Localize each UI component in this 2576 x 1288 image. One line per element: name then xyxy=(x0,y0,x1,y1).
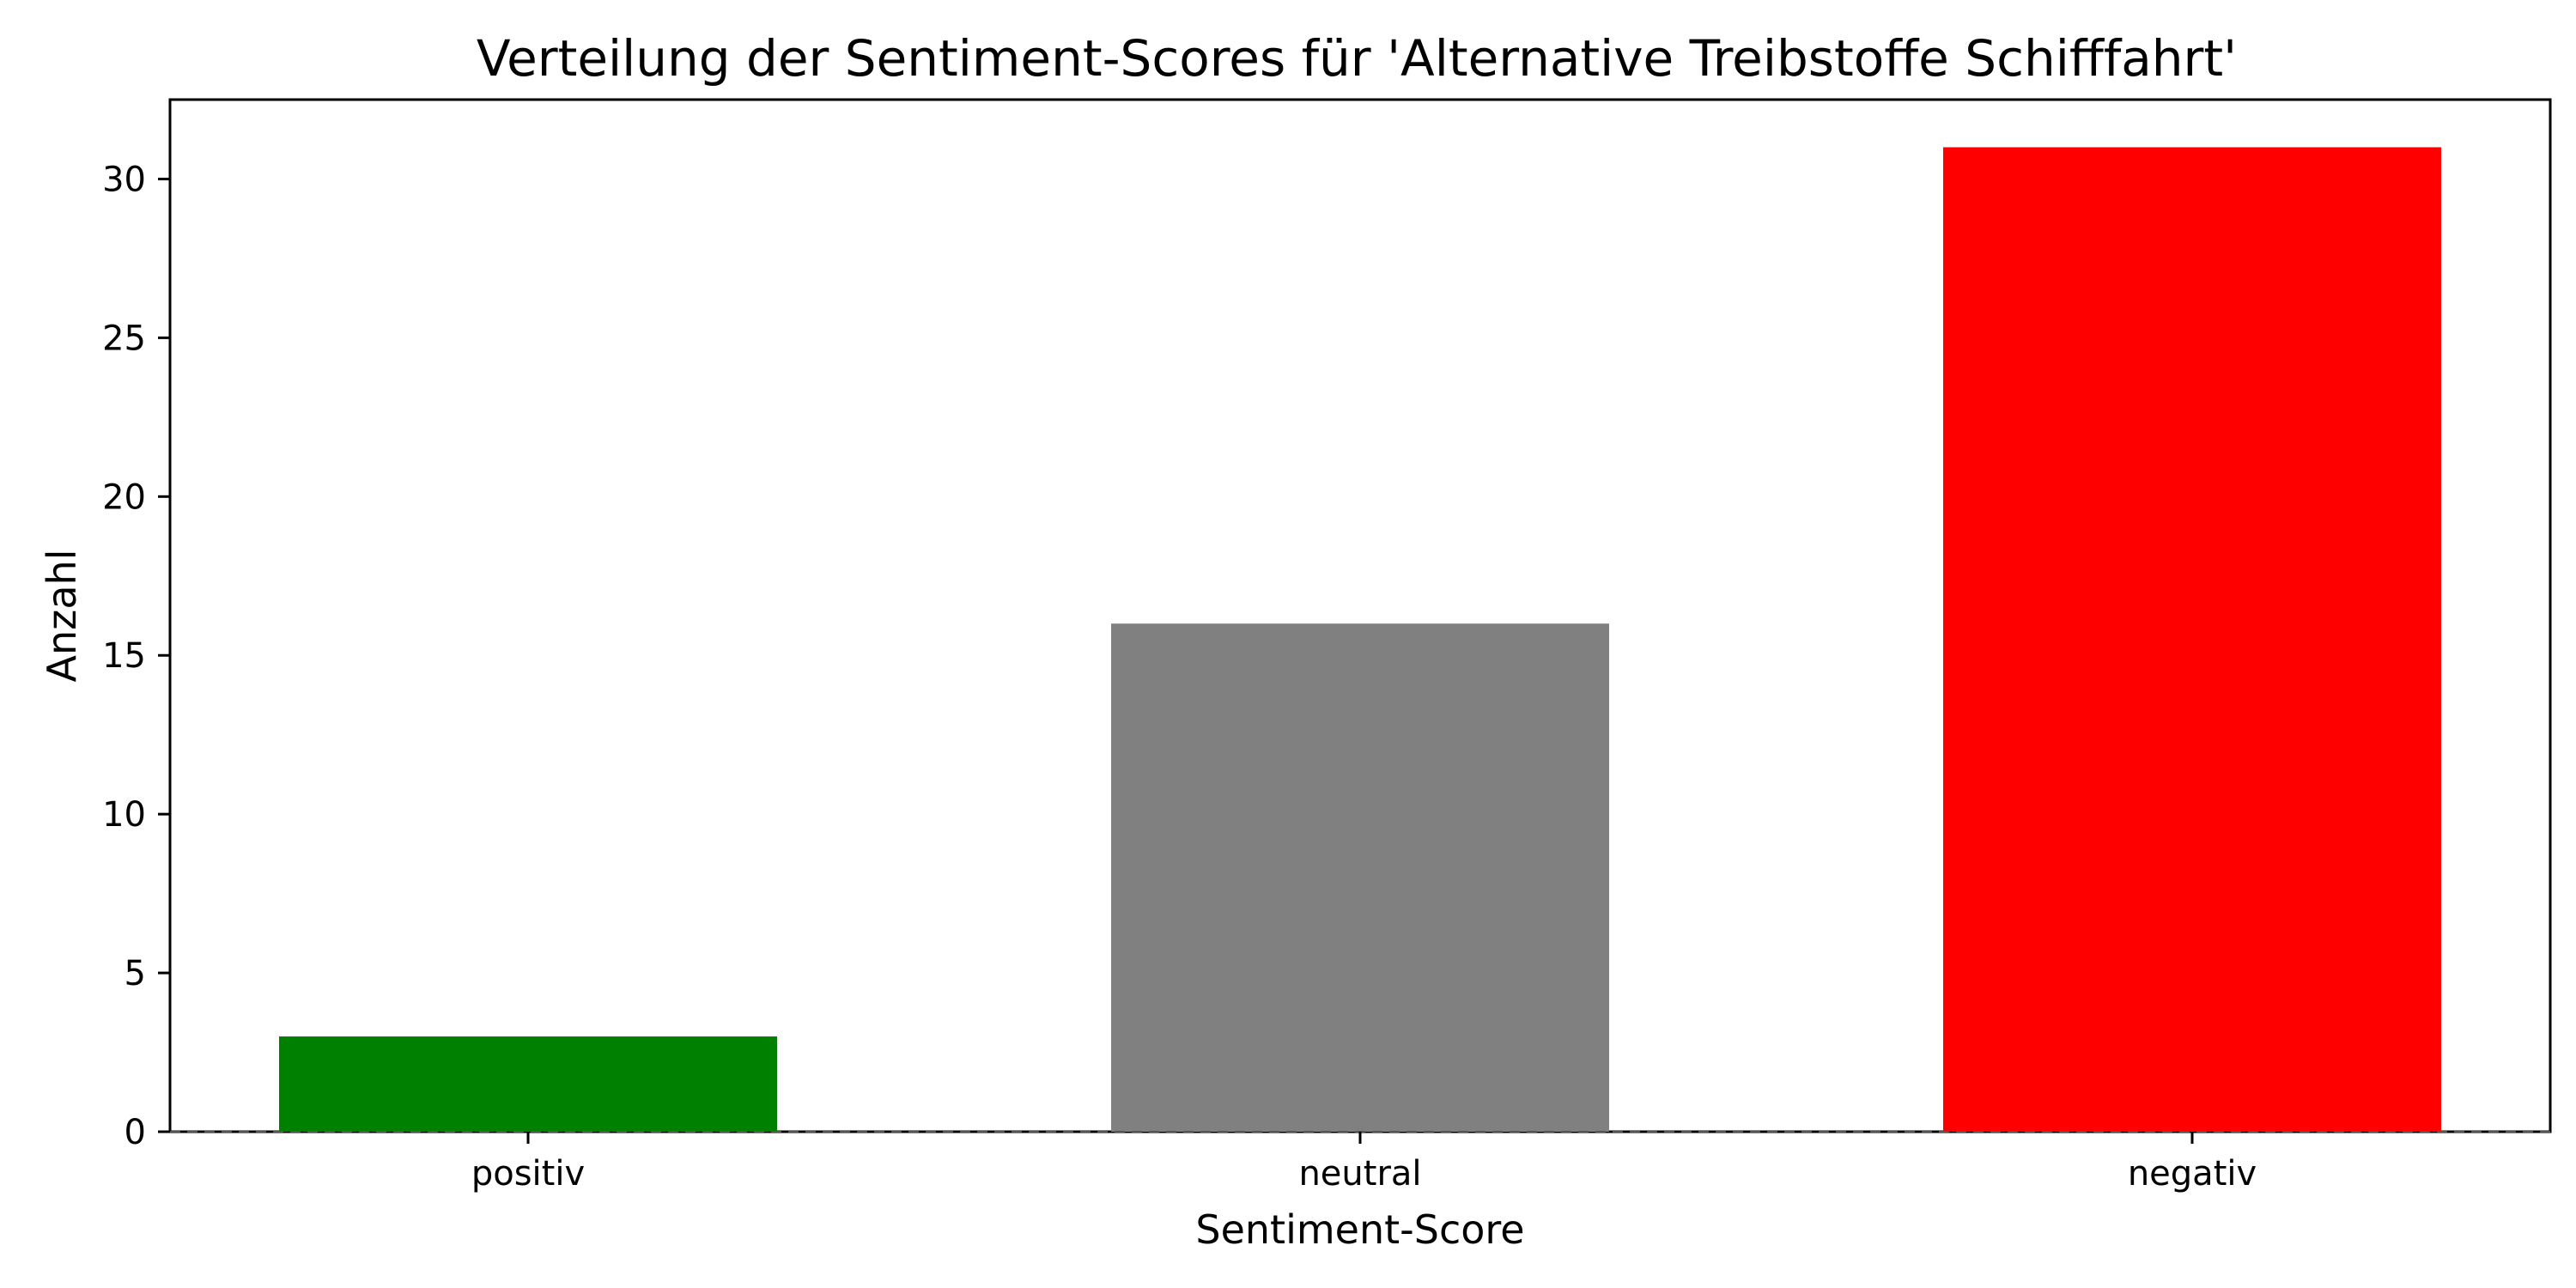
x-axis-label: Sentiment-Score xyxy=(1195,1206,1524,1253)
x-tick-label: negativ xyxy=(2128,1154,2257,1194)
y-tick-label: 25 xyxy=(102,319,146,358)
x-tick-label: neutral xyxy=(1298,1154,1421,1194)
y-axis: 0 5 10 15 20 25 30 xyxy=(102,160,170,1152)
bar-neutral xyxy=(1111,623,1609,1132)
plot-area: 0 5 10 15 20 25 30 positiv neutral negativ xyxy=(102,98,2552,1194)
chart-title: Verteilung der Sentiment-Scores für 'Alt… xyxy=(477,29,2237,88)
y-tick-label: 30 xyxy=(102,160,146,199)
x-axis: positiv neutral negativ xyxy=(471,1132,2257,1194)
y-tick-label: 5 xyxy=(125,954,146,993)
bar-positiv xyxy=(279,1036,777,1132)
x-tick-label: positiv xyxy=(471,1154,585,1194)
y-tick-label: 0 xyxy=(125,1113,146,1152)
y-tick-label: 20 xyxy=(102,477,146,517)
bars-layer xyxy=(279,147,2441,1132)
bar-negativ xyxy=(1943,147,2441,1132)
y-axis-label: Anzahl xyxy=(39,550,85,683)
y-tick-label: 10 xyxy=(102,795,146,835)
y-tick-label: 15 xyxy=(102,636,146,676)
